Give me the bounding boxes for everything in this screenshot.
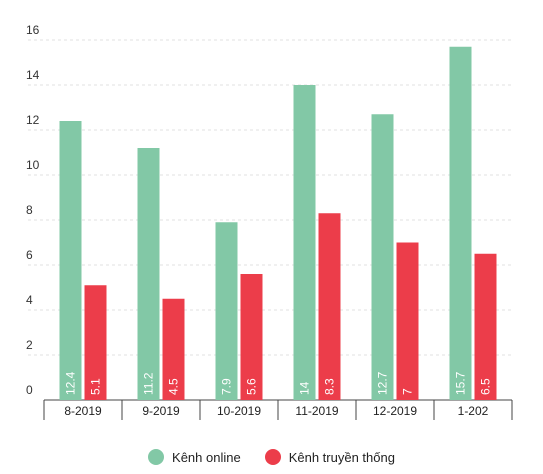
data-label: 6.5 [479, 378, 493, 395]
legend-swatch-online [148, 449, 165, 465]
bar [293, 85, 316, 400]
bar [318, 213, 341, 400]
legend-item-online: Kênh online [148, 449, 241, 465]
bar [59, 121, 82, 400]
data-label: 7 [401, 388, 415, 395]
y-tick-label: 16 [26, 23, 40, 37]
bar [371, 114, 394, 400]
y-tick-label: 12 [26, 113, 40, 127]
bar [449, 46, 472, 400]
bar [215, 222, 238, 400]
x-tick-label: 11-2019 [295, 404, 338, 418]
x-tick-label: 10-2019 [217, 404, 261, 418]
data-label: 5.1 [89, 378, 103, 395]
x-tick-label: 9-2019 [142, 404, 180, 418]
bar [137, 148, 160, 400]
y-tick-label: 4 [26, 293, 33, 307]
legend: Kênh online Kênh truyền thống [0, 449, 543, 465]
bar [162, 298, 185, 400]
legend-item-traditional: Kênh truyền thống [264, 449, 395, 465]
data-label: 15.7 [454, 371, 468, 395]
legend-label-online: Kênh online [172, 449, 241, 465]
x-tick-label: 12-2019 [373, 404, 417, 418]
y-tick-label: 14 [26, 68, 40, 82]
x-tick-label: 8-2019 [64, 404, 102, 418]
y-tick-label: 8 [26, 203, 33, 217]
y-tick-label: 0 [26, 383, 33, 397]
data-label: 12.4 [64, 371, 78, 395]
data-label: 8.3 [323, 378, 337, 395]
legend-label-traditional: Kênh truyền thống [288, 449, 395, 465]
data-label: 4.5 [167, 378, 181, 395]
bar [84, 285, 107, 400]
data-label: 11.2 [142, 372, 156, 395]
data-label: 14 [298, 381, 312, 395]
x-tick-label: 1-202 [458, 404, 489, 418]
y-tick-label: 2 [26, 338, 33, 352]
bar [474, 253, 497, 400]
data-label: 5.6 [245, 378, 259, 395]
bar [396, 242, 419, 400]
legend-swatch-traditional [264, 449, 281, 465]
data-label: 12.7 [376, 371, 390, 395]
bar [240, 274, 263, 400]
data-label: 7.9 [220, 378, 234, 395]
y-tick-label: 6 [26, 248, 33, 262]
y-tick-label: 10 [26, 158, 40, 172]
